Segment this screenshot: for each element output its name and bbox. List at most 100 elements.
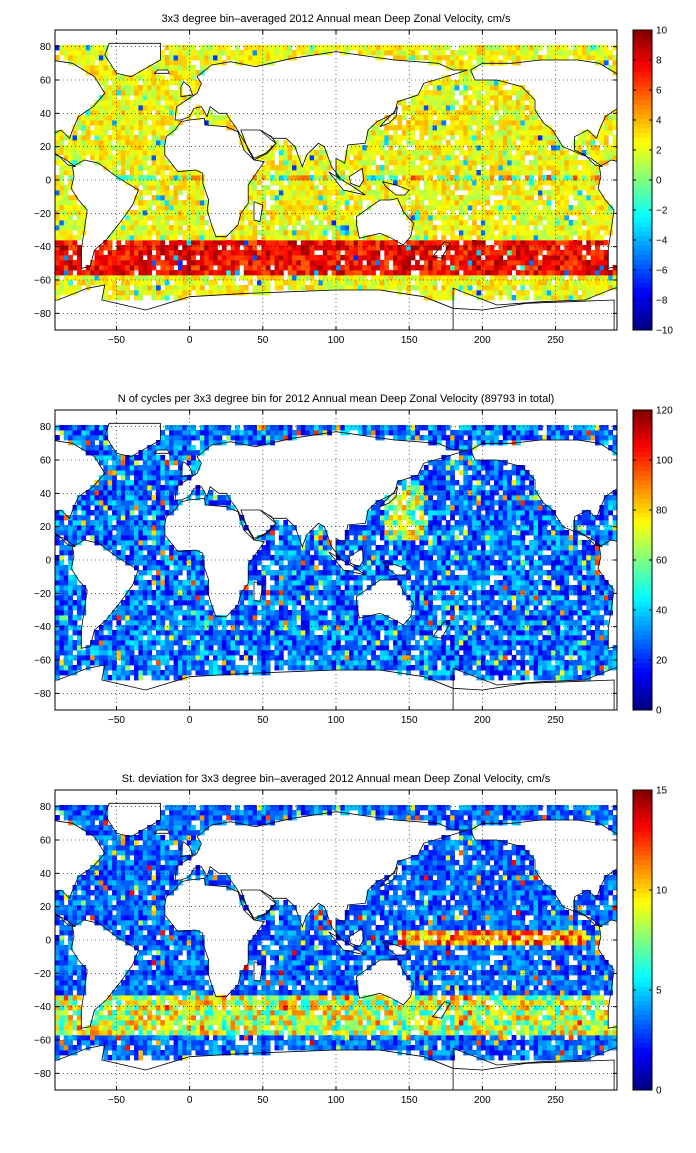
bin-cell xyxy=(169,265,174,270)
bin-cell xyxy=(463,195,468,200)
bin-cell xyxy=(362,50,367,55)
bin-cell xyxy=(86,495,91,500)
bin-cell xyxy=(99,435,104,440)
bin-cell xyxy=(288,55,293,60)
bin-cell xyxy=(591,275,596,280)
bin-cell xyxy=(143,645,148,650)
bin-cell xyxy=(389,170,394,175)
bin-cell xyxy=(270,160,275,165)
bin-cell xyxy=(283,185,288,190)
bin-cell xyxy=(472,45,477,50)
bin-cell xyxy=(165,175,170,180)
bin-cell xyxy=(222,285,227,290)
bin-cell xyxy=(187,230,192,235)
bin-cell xyxy=(586,140,591,145)
bin-cell xyxy=(64,270,69,275)
bin-cell xyxy=(477,45,482,50)
bin-cell xyxy=(577,270,582,275)
bin-cell xyxy=(573,290,578,295)
bin-cell xyxy=(538,220,543,225)
bin-cell xyxy=(266,270,271,275)
bin-cell xyxy=(556,280,561,285)
bin-cell xyxy=(204,270,209,275)
bin-cell xyxy=(147,100,152,105)
bin-cell xyxy=(81,135,86,140)
bin-cell xyxy=(182,50,187,55)
bin-cell xyxy=(512,295,517,300)
bin-cell xyxy=(125,515,130,520)
bin-cell xyxy=(121,90,126,95)
bin-cell xyxy=(569,230,574,235)
bin-cell xyxy=(112,635,117,640)
bin-cell xyxy=(73,600,78,605)
bin-cell xyxy=(349,190,354,195)
bin-cell xyxy=(437,55,442,60)
bin-cell xyxy=(156,190,161,195)
bin-cell xyxy=(130,615,135,620)
bin-cell xyxy=(547,155,552,160)
bin-cell xyxy=(143,120,148,125)
bin-cell xyxy=(121,645,126,650)
bin-cell xyxy=(121,245,126,250)
bin-cell xyxy=(138,580,143,585)
bin-cell xyxy=(178,225,183,230)
bin-cell xyxy=(68,210,73,215)
bin-cell xyxy=(160,105,165,110)
bin-cell xyxy=(169,125,174,130)
bin-cell xyxy=(599,45,604,50)
bin-cell xyxy=(134,265,139,270)
bin-cell xyxy=(55,145,60,150)
bin-cell xyxy=(112,135,117,140)
bin-cell xyxy=(327,205,332,210)
bin-cell xyxy=(362,265,367,270)
bin-cell xyxy=(332,250,337,255)
bin-cell xyxy=(376,175,381,180)
bin-cell xyxy=(455,140,460,145)
bin-cell xyxy=(165,255,170,260)
bin-cell xyxy=(455,110,460,115)
bin-cell xyxy=(428,285,433,290)
bin-cell xyxy=(384,260,389,265)
bin-cell xyxy=(99,130,104,135)
bin-cell xyxy=(371,130,376,135)
bin-cell xyxy=(138,540,143,545)
bin-cell xyxy=(376,135,381,140)
bin-cell xyxy=(178,215,183,220)
bin-cell xyxy=(490,250,495,255)
bin-cell xyxy=(490,285,495,290)
bin-cell xyxy=(564,210,569,215)
bin-cell xyxy=(419,215,424,220)
bin-cell xyxy=(490,290,495,295)
bin-cell xyxy=(143,480,148,485)
bin-cell xyxy=(64,670,69,675)
bin-cell xyxy=(156,155,161,160)
bin-cell xyxy=(270,275,275,280)
bin-cell xyxy=(103,655,108,660)
bin-cell xyxy=(116,80,121,85)
bin-cell xyxy=(191,75,196,80)
bin-cell xyxy=(103,150,108,155)
bin-cell xyxy=(424,250,429,255)
bin-cell xyxy=(59,645,64,650)
bin-cell xyxy=(503,240,508,245)
bin-cell xyxy=(415,110,420,115)
bin-cell xyxy=(411,50,416,55)
bin-cell xyxy=(73,55,78,60)
bin-cell xyxy=(217,45,222,50)
bin-cell xyxy=(134,630,139,635)
bin-cell xyxy=(64,545,69,550)
bin-cell xyxy=(542,270,547,275)
bin-cell xyxy=(209,280,214,285)
bin-cell xyxy=(450,120,455,125)
bin-cell xyxy=(472,135,477,140)
bin-cell xyxy=(178,260,183,265)
bin-cell xyxy=(301,230,306,235)
bin-cell xyxy=(586,250,591,255)
bin-cell xyxy=(371,155,376,160)
bin-cell xyxy=(125,105,130,110)
bin-cell xyxy=(59,270,64,275)
bin-cell xyxy=(275,220,280,225)
bin-cell xyxy=(604,155,609,160)
bin-cell xyxy=(437,95,442,100)
bin-cell xyxy=(551,195,556,200)
